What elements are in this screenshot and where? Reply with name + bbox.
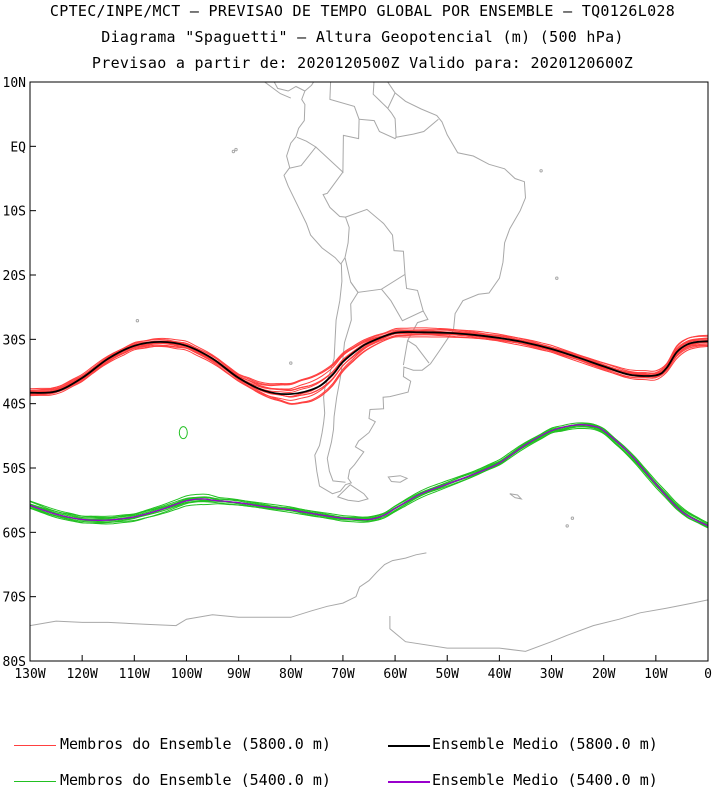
country-border-8 bbox=[387, 92, 439, 138]
member-5400-5 bbox=[30, 426, 708, 525]
legend-swatch-mean-5800 bbox=[388, 745, 430, 747]
x-tick-label: 70W bbox=[331, 667, 355, 682]
member-5800-13 bbox=[30, 327, 708, 391]
x-tick-label: 110W bbox=[119, 667, 150, 682]
island-7 bbox=[555, 276, 559, 280]
central-america-pacific bbox=[264, 82, 291, 99]
member-5400-2 bbox=[30, 425, 708, 528]
member-5800-5 bbox=[30, 331, 708, 398]
member-5400-4 bbox=[30, 425, 708, 526]
legend-swatch-mean-5400 bbox=[388, 781, 430, 783]
legend-members-5400: Membros do Ensemble (5400.0 m) bbox=[60, 771, 331, 789]
island-2 bbox=[135, 319, 140, 323]
south-america-coast bbox=[283, 82, 527, 495]
y-tick-label: 40S bbox=[3, 398, 26, 413]
y-tick-label: 60S bbox=[3, 526, 26, 541]
x-tick-label: 120W bbox=[66, 667, 97, 682]
x-tick-label: 130W bbox=[14, 667, 45, 682]
legend-mean-5400: Ensemble Medio (5400.0 m) bbox=[432, 771, 658, 789]
falkland-islands bbox=[387, 475, 409, 483]
isolated-contour bbox=[178, 426, 188, 440]
country-border-10 bbox=[359, 118, 397, 140]
x-tick-label: 90W bbox=[227, 667, 251, 682]
mean-line-5800 bbox=[30, 331, 708, 396]
country-border-5 bbox=[326, 281, 359, 483]
y-tick-label: 50S bbox=[3, 462, 26, 477]
y-tick-label: 20S bbox=[3, 269, 26, 284]
member-5800-1 bbox=[30, 333, 708, 405]
country-border-7 bbox=[402, 340, 409, 366]
x-tick-label: 100W bbox=[171, 667, 202, 682]
country-border-1 bbox=[289, 136, 317, 169]
country-border-2 bbox=[322, 171, 350, 265]
tierra-del-fuego bbox=[336, 484, 369, 503]
y-tick-label: 10N bbox=[3, 76, 26, 91]
legend-mean-5800: Ensemble Medio (5800.0 m) bbox=[432, 735, 658, 753]
mean-line-5400 bbox=[30, 423, 708, 527]
member-5400-8 bbox=[30, 424, 708, 524]
y-tick-label: 10S bbox=[3, 205, 26, 220]
member-5400-0 bbox=[30, 426, 708, 529]
member-5400-1 bbox=[30, 427, 708, 527]
island-6 bbox=[539, 169, 543, 173]
country-border-4 bbox=[381, 274, 424, 322]
member-5400-3 bbox=[30, 423, 708, 529]
x-tick-label: 50W bbox=[435, 667, 459, 682]
island-0 bbox=[234, 147, 238, 152]
title-line-2: Diagrama "Spaguetti" – Altura Geopotenci… bbox=[101, 28, 624, 46]
island-5 bbox=[565, 524, 569, 528]
central-america-coast bbox=[273, 82, 306, 92]
y-tick-label: 70S bbox=[3, 591, 26, 606]
country-border-0 bbox=[315, 82, 360, 174]
x-tick-label: 60W bbox=[383, 667, 407, 682]
x-tick-label: 20W bbox=[592, 667, 616, 682]
plot-frame bbox=[29, 81, 709, 662]
x-tick-label: 40W bbox=[488, 667, 512, 682]
y-tick-label: 80S bbox=[3, 655, 26, 670]
legend-members-5800: Membros do Ensemble (5800.0 m) bbox=[60, 735, 331, 753]
member-5400-7 bbox=[30, 422, 708, 527]
ensemble-means bbox=[30, 331, 708, 527]
title-line-3: Previsao a partir de: 2020120500Z Valido… bbox=[91, 54, 634, 72]
x-tick-label: 0 bbox=[704, 667, 712, 682]
x-tick-label: 30W bbox=[540, 667, 564, 682]
country-border-3 bbox=[344, 208, 406, 293]
title-line-1: CPTEC/INPE/MCT – PREVISAO DE TEMPO GLOBA… bbox=[49, 2, 676, 20]
legend-swatch-members-5800 bbox=[14, 745, 56, 746]
y-tick-label: 30S bbox=[3, 333, 26, 348]
island-3 bbox=[289, 361, 293, 365]
south-georgia bbox=[509, 493, 523, 500]
member-5400-6 bbox=[30, 423, 708, 527]
ensemble-members bbox=[30, 327, 708, 529]
country-border-9 bbox=[372, 82, 389, 109]
island-4 bbox=[570, 516, 575, 520]
x-tick-label: 80W bbox=[279, 667, 303, 682]
y-tick-label: EQ bbox=[10, 140, 26, 155]
antarctica-weddell-coast bbox=[389, 599, 708, 652]
antarctica-west-coast bbox=[30, 552, 427, 627]
coastline-map bbox=[30, 82, 708, 652]
island-1 bbox=[231, 149, 236, 154]
x-tick-label: 10W bbox=[644, 667, 668, 682]
member-5400-9 bbox=[30, 423, 708, 524]
legend-swatch-members-5400 bbox=[14, 781, 56, 782]
